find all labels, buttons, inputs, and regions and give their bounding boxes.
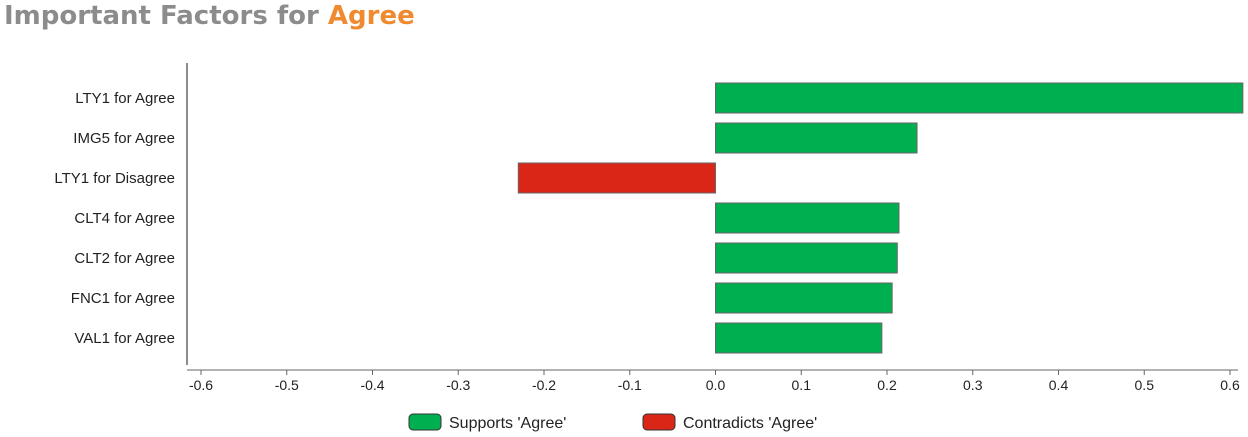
chart-title-accent: Agree [327, 1, 415, 31]
x-tick-label-11: 0.5 [1135, 377, 1155, 393]
x-tick-label-7: 0.1 [792, 377, 812, 393]
axis-layer [186, 63, 1238, 371]
legend-label-0: Supports 'Agree' [449, 415, 566, 432]
x-tick-label-2: -0.4 [360, 377, 384, 393]
bar-4 [715, 242, 898, 274]
x-tick-label-8: 0.2 [877, 377, 897, 393]
bar-2 [517, 162, 717, 194]
x-tick-label-1: -0.5 [275, 377, 299, 393]
category-label-5: FNC1 for Agree [71, 290, 175, 307]
legend-label-1: Contradicts 'Agree' [683, 415, 817, 432]
x-tick-label-0: -0.6 [189, 377, 213, 393]
chart-title: Important Factors for Agree [4, 0, 415, 32]
bar-1 [715, 122, 918, 154]
legend-swatch-0 [408, 413, 442, 431]
category-labels: LTY1 for Agree IMG5 for Agree LTY1 for Dis… [54, 90, 175, 347]
category-label-0: LTY1 for Agree [75, 90, 175, 107]
bar-5 [715, 282, 893, 314]
x-tick-label-9: 0.3 [963, 377, 983, 393]
category-label-2: LTY1 for Disagree [54, 170, 175, 187]
chart-title-lead: Important Factors for [4, 1, 328, 31]
x-tick-label-5: -0.1 [618, 377, 642, 393]
x-tick-label-3: -0.3 [446, 377, 470, 393]
bar-0 [715, 82, 1244, 114]
category-label-1: IMG5 for Agree [73, 130, 175, 147]
category-label-6: VAL1 for Agree [74, 330, 175, 347]
legend: Supports 'Agree' Contradicts 'Agree' [408, 413, 817, 432]
category-label-4: CLT2 for Agree [74, 250, 175, 267]
bars-layer [517, 82, 1244, 354]
legend-swatch-1 [642, 413, 676, 431]
x-axis-ticks: -0.6 -0.5 -0.4 -0.3 -0.2 -0.1 0.0 0.1 0.2 0.3 0.4 0… [189, 370, 1240, 393]
x-tick-label-10: 0.4 [1049, 377, 1069, 393]
x-tick-label-12: 0.6 [1220, 377, 1240, 393]
x-tick-label-6: 0.0 [706, 377, 726, 393]
category-label-3: CLT4 for Agree [74, 210, 175, 227]
bar-3 [715, 202, 900, 234]
bar-6 [715, 322, 883, 354]
x-tick-label-4: -0.2 [532, 377, 556, 393]
